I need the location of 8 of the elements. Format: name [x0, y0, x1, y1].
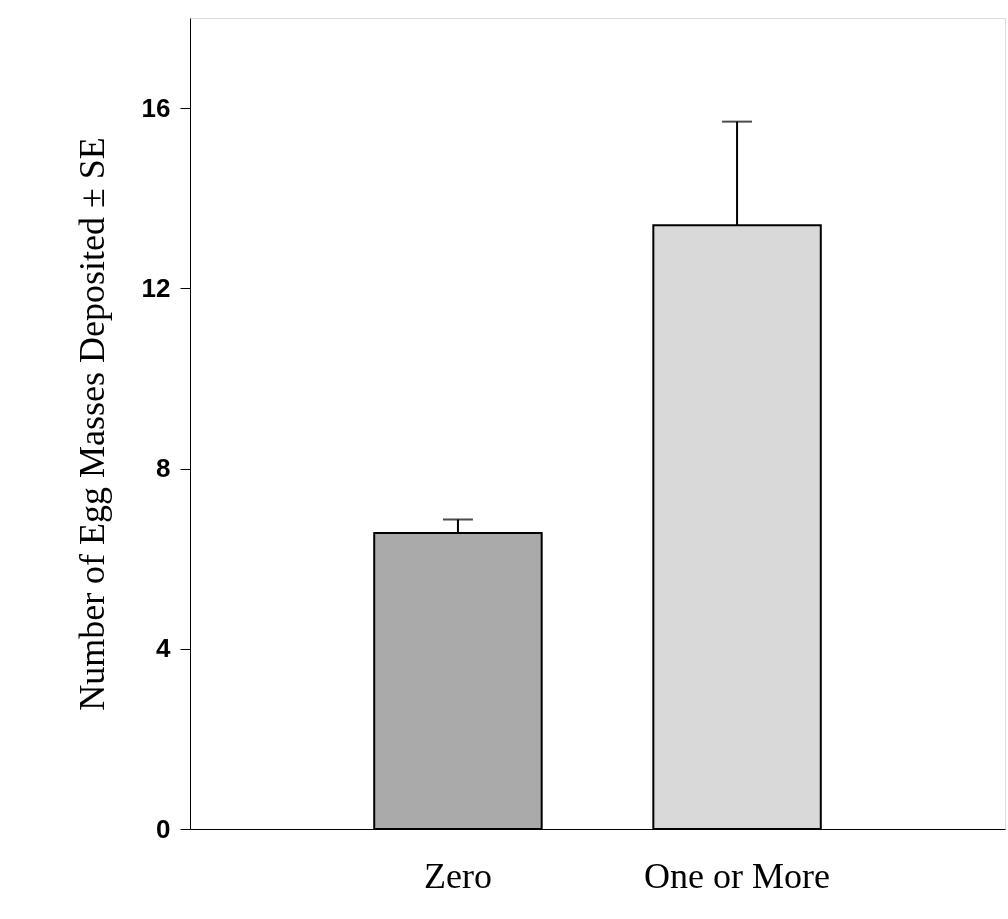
y-tick-label: 16	[141, 92, 171, 123]
y-tick-label: 12	[141, 272, 171, 303]
x-tick-label: One or More	[644, 855, 831, 896]
y-tick-label: 4	[156, 633, 172, 664]
y-axis-title: Number of Egg Masses Deposited ± SE	[71, 137, 112, 711]
y-tick-label: 8	[156, 453, 171, 484]
y-tick-label: 0	[156, 813, 171, 844]
x-tick-label: Zero	[423, 855, 492, 896]
